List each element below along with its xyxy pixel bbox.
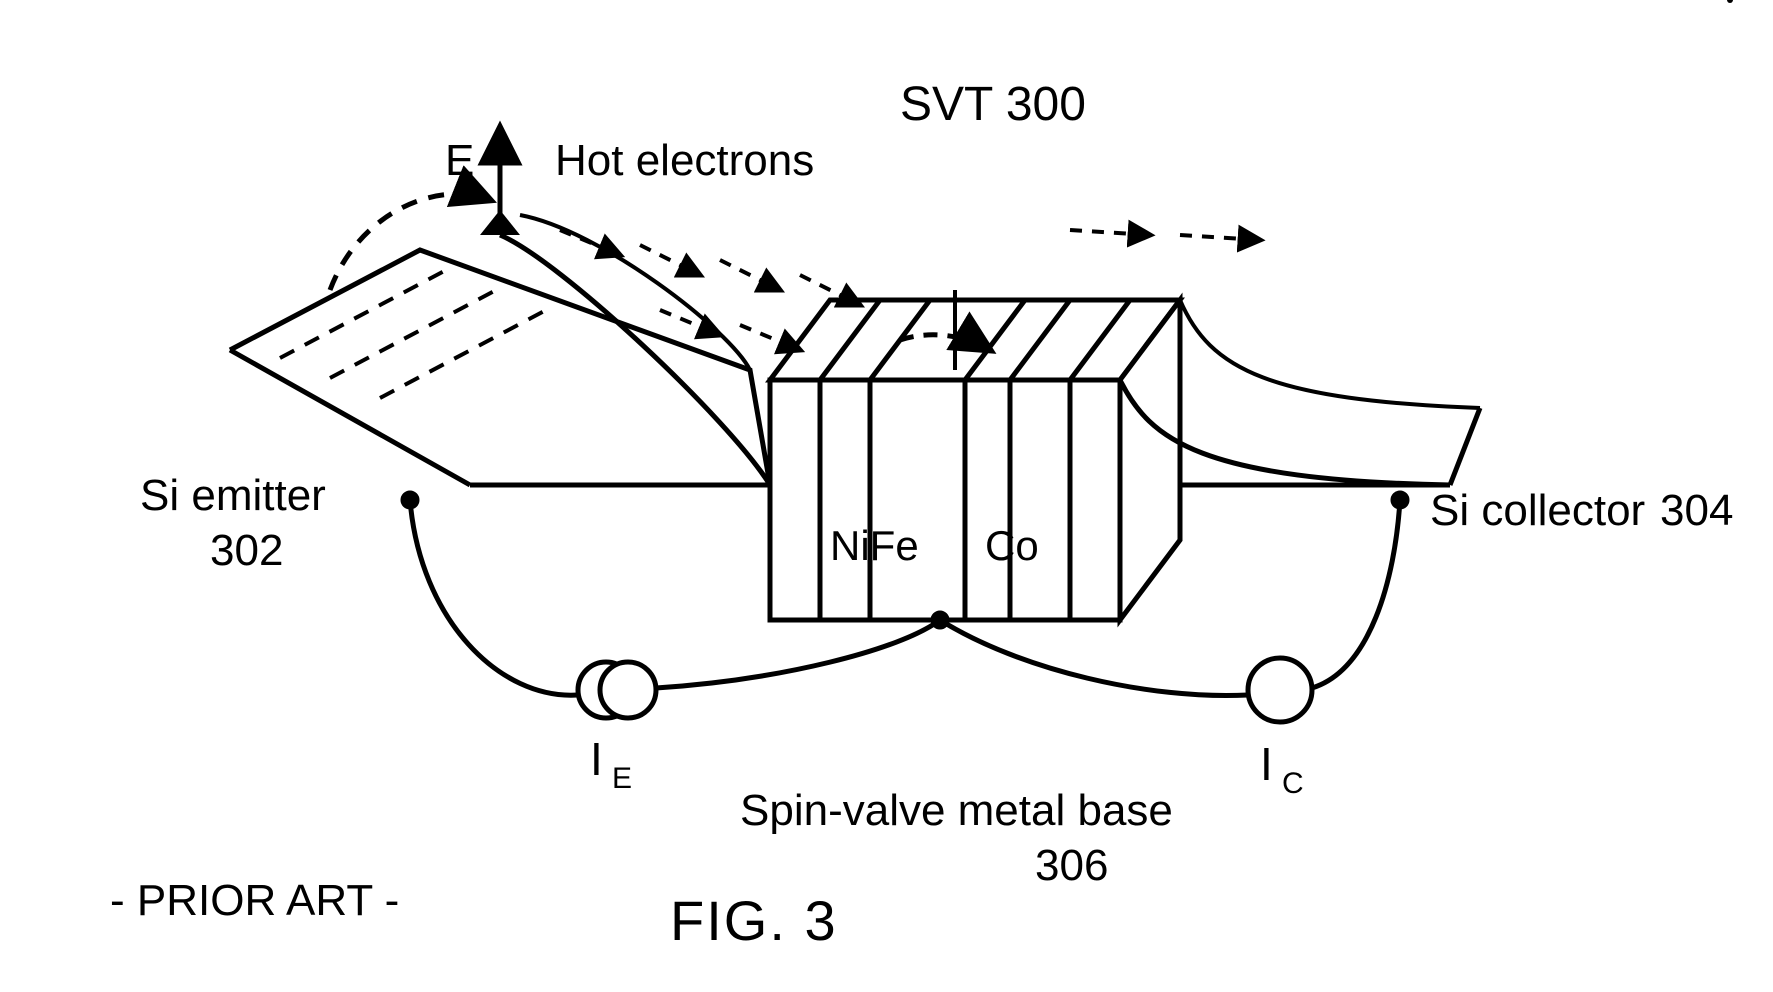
base-block <box>770 300 1180 620</box>
current-ic-label: I C <box>1260 738 1304 800</box>
prior-art-label: - PRIOR ART - <box>110 876 399 925</box>
emitter-ref: 302 <box>210 526 283 575</box>
meter-ie-2 <box>600 662 656 718</box>
emitter-band <box>230 215 770 485</box>
collector-label: Si collector <box>1430 486 1645 535</box>
energy-axis-label: E <box>445 136 474 185</box>
layer-co-label: Co <box>985 522 1039 569</box>
svg-text:I: I <box>1260 738 1273 790</box>
base-ref: 306 <box>1035 841 1108 890</box>
emitter-to-barrier-arrow <box>330 194 490 290</box>
base-label: Spin-valve metal base <box>740 786 1173 835</box>
meter-ic <box>1248 658 1312 722</box>
svg-text:C: C <box>1282 767 1304 800</box>
emitter-label: Si emitter <box>140 471 326 520</box>
energy-axis: E <box>445 128 520 235</box>
svg-text:E: E <box>612 762 632 795</box>
figure-label: FIG. 3 <box>670 889 838 952</box>
current-ie-label: I E <box>590 733 632 795</box>
svg-text:I: I <box>590 733 603 785</box>
layer-nife-label: NiFe <box>830 522 919 569</box>
collector-ref: 304 <box>1660 486 1733 535</box>
artifact-dot <box>1727 0 1733 3</box>
diagram-title: SVT 300 <box>900 78 1086 131</box>
hot-electrons-label: Hot electrons <box>555 136 814 185</box>
